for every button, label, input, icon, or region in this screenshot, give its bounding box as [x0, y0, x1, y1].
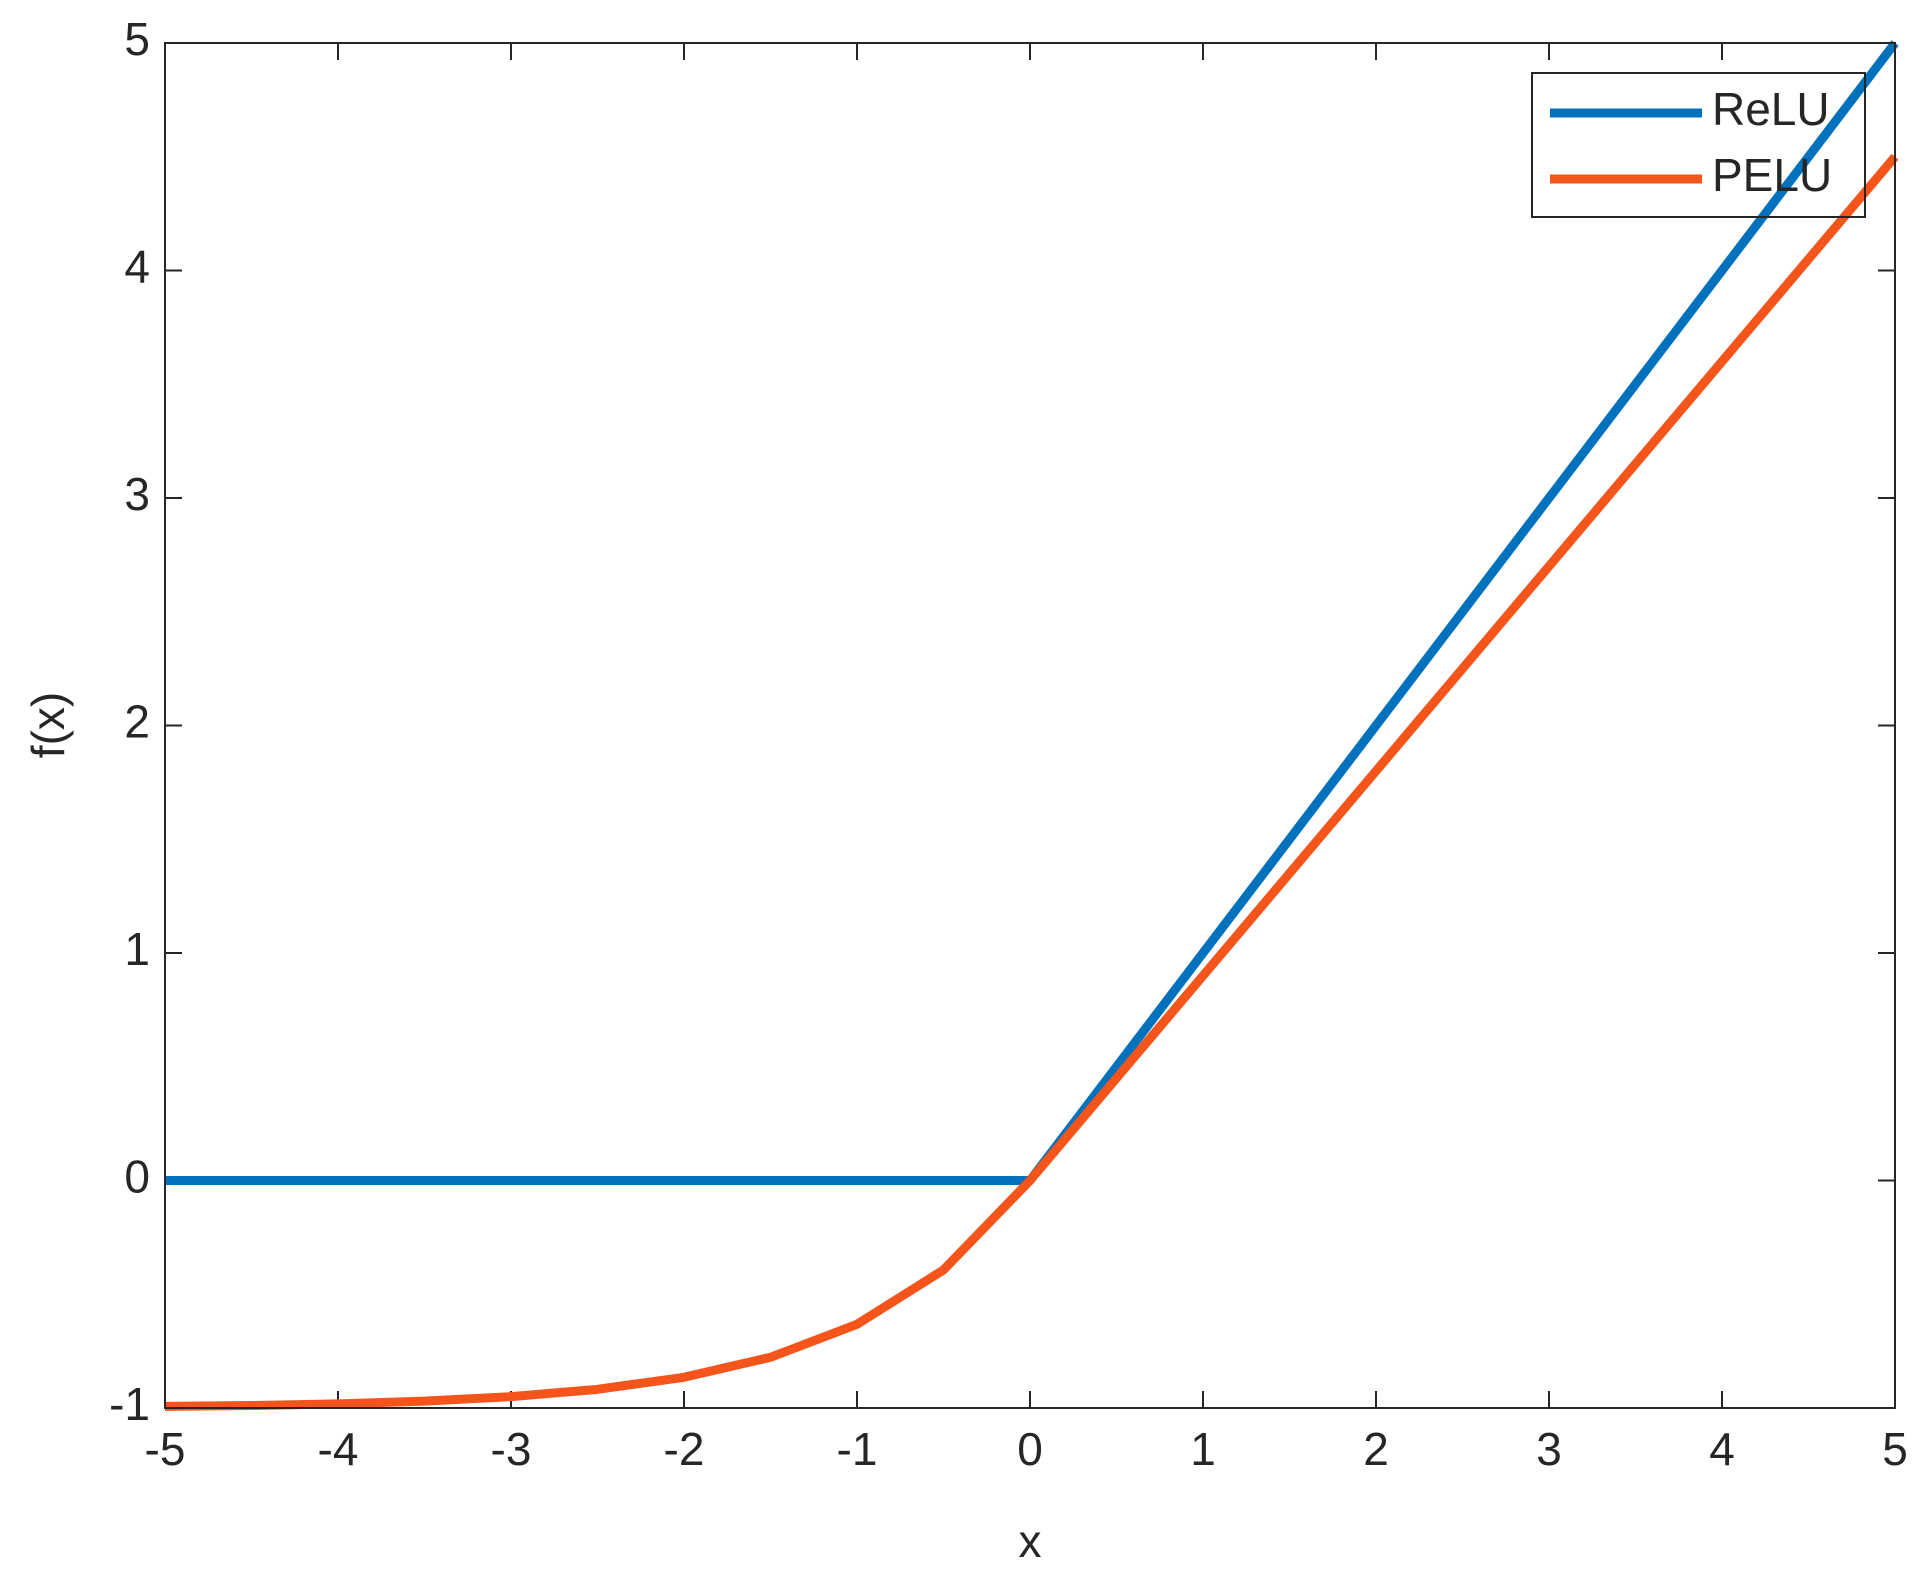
x-axis-label: x	[1019, 1515, 1042, 1567]
x-tick-label: -5	[145, 1423, 186, 1475]
x-tick-label: 5	[1882, 1423, 1908, 1475]
plot-frame	[164, 42, 1896, 1409]
line	[164, 153, 1899, 1411]
legend-box	[1531, 72, 1866, 218]
y-tick-label: 2	[124, 696, 150, 748]
x-tick-label: -2	[664, 1423, 705, 1475]
legend-label: ReLU	[1712, 83, 1830, 135]
x-tick-label: 2	[1363, 1423, 1389, 1475]
x-tick-label: -1	[837, 1423, 878, 1475]
y-tick-label: 1	[124, 923, 150, 975]
x-tick-label: 3	[1536, 1423, 1562, 1475]
y-tick-label: 0	[124, 1151, 150, 1203]
x-tick-label: 1	[1190, 1423, 1216, 1475]
y-tick-label: 3	[124, 468, 150, 520]
y-axis-label: f(x)	[22, 692, 74, 758]
x-tick-label: -4	[318, 1423, 359, 1475]
x-tick-label: -3	[491, 1423, 532, 1475]
x-tick-label: 4	[1709, 1423, 1735, 1475]
x-tick-label: 0	[1017, 1423, 1043, 1475]
y-tick-label: 4	[124, 241, 150, 293]
y-tick-label: 5	[124, 13, 150, 65]
legend-label: PELU	[1712, 149, 1832, 201]
y-tick-label: -1	[109, 1378, 150, 1430]
